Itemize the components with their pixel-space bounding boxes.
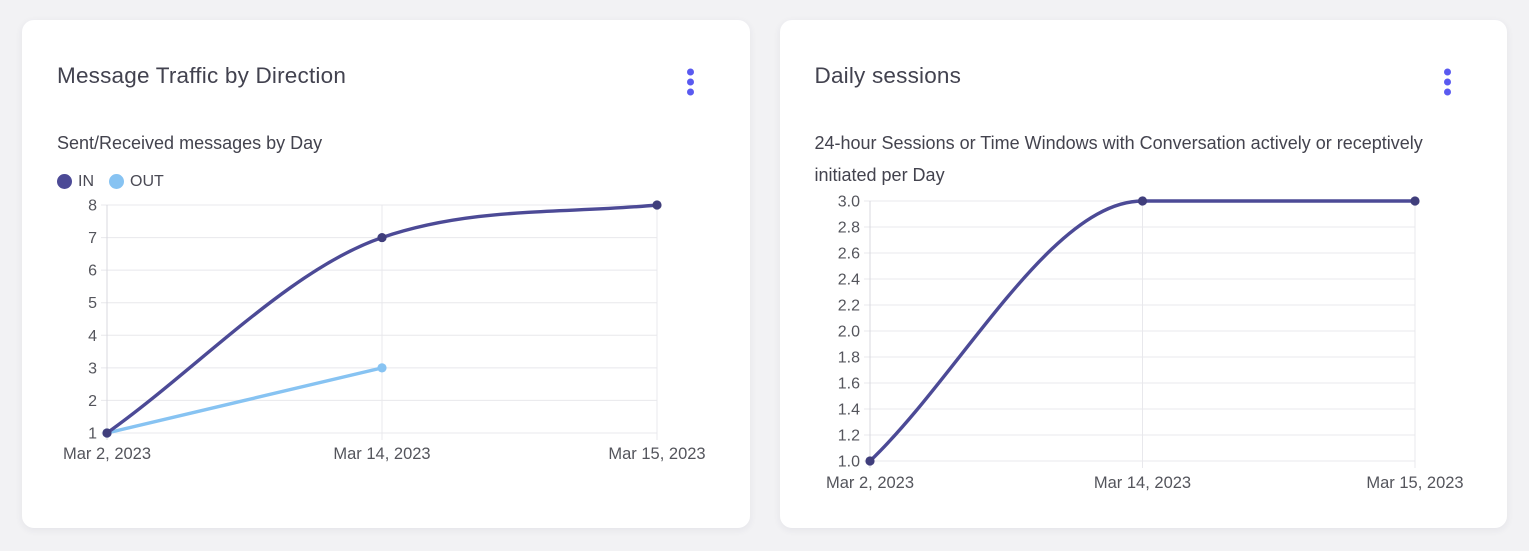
daily-sessions-card: Daily sessions 24-hour Sessions or Time …: [779, 20, 1507, 528]
kebab-menu-icon[interactable]: [680, 64, 701, 101]
svg-text:Mar 2, 2023: Mar 2, 2023: [63, 445, 151, 463]
legend-label: IN: [78, 172, 94, 190]
svg-text:2: 2: [88, 392, 97, 409]
card-header: Message Traffic by Direction: [57, 62, 715, 101]
legend-dot-out: [109, 174, 124, 189]
card-subtitle: Sent/Received messages by Day: [57, 133, 323, 153]
legend-item-out[interactable]: OUT: [109, 173, 164, 191]
daily-sessions-chart: 3.0 2.8 2.6 2.4 2.2 2.0 1.8 1.6 1.4 1.2 1.0 Mar 2, …: [815, 191, 1473, 505]
svg-text:7: 7: [88, 230, 97, 247]
svg-text:1.8: 1.8: [837, 350, 859, 367]
card-title: Daily sessions: [814, 63, 962, 88]
message-traffic-chart: 8 7 6 5 4 3 2 1 Mar 2, 2023 Mar 14, 2023 Mar 15, 2…: [57, 193, 715, 475]
svg-text:4: 4: [88, 327, 97, 344]
svg-text:Mar 15, 2023: Mar 15, 2023: [1366, 474, 1463, 492]
svg-text:6: 6: [88, 262, 97, 279]
svg-text:2.8: 2.8: [837, 220, 859, 237]
svg-text:1.2: 1.2: [837, 428, 859, 445]
svg-text:2.6: 2.6: [837, 246, 859, 263]
svg-text:Mar 15, 2023: Mar 15, 2023: [608, 445, 705, 463]
legend-item-in[interactable]: IN: [57, 173, 94, 191]
svg-text:8: 8: [88, 197, 97, 214]
svg-text:Mar 2, 2023: Mar 2, 2023: [825, 474, 913, 492]
svg-text:5: 5: [88, 295, 97, 312]
card-title: Message Traffic by Direction: [57, 63, 347, 88]
svg-text:2.2: 2.2: [837, 298, 859, 315]
svg-text:Mar 14, 2023: Mar 14, 2023: [1093, 474, 1190, 492]
card-subtitle: 24-hour Sessions or Time Windows with Co…: [814, 133, 1423, 185]
message-traffic-card: Message Traffic by Direction Sent/Receiv…: [22, 20, 750, 528]
svg-text:1.6: 1.6: [837, 376, 859, 393]
svg-text:1.0: 1.0: [837, 454, 859, 471]
svg-text:2.4: 2.4: [837, 272, 859, 289]
chart-legend: IN OUT: [57, 171, 715, 193]
legend-label: OUT: [130, 172, 164, 190]
legend-dot-in: [57, 174, 72, 189]
card-header: Daily sessions: [815, 62, 1473, 101]
svg-text:1.4: 1.4: [837, 402, 859, 419]
svg-text:3.0: 3.0: [837, 194, 859, 211]
svg-text:2.0: 2.0: [837, 324, 859, 341]
kebab-menu-icon[interactable]: [1437, 64, 1458, 101]
svg-text:Mar 14, 2023: Mar 14, 2023: [333, 445, 430, 463]
svg-text:1: 1: [88, 425, 97, 442]
svg-text:3: 3: [88, 360, 97, 377]
